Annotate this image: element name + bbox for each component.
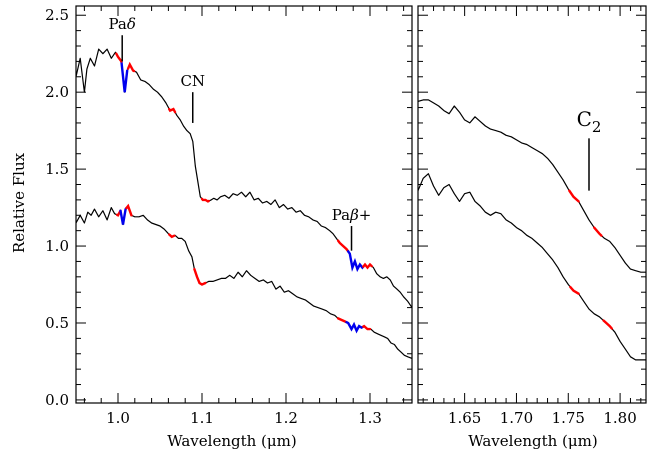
continuum-highlight	[336, 317, 348, 324]
annotation-label: C2	[577, 107, 602, 136]
plot-frame	[417, 5, 647, 404]
annotation-label: Paβ+	[332, 206, 372, 224]
annotation-label: CN	[180, 72, 205, 90]
x-tick-label: 1.1	[190, 409, 214, 427]
spectrum-line-2	[76, 205, 412, 359]
continuum-highlight	[200, 197, 210, 203]
left-panel: 1.0 1.1 1.2 1.3 0.0 0.5 1.0 1.5 2.0 2.5 Paδ CN Paβ+	[45, 5, 413, 427]
x-tick-label: 1.75	[552, 409, 585, 427]
line-feature-highlight	[120, 60, 129, 93]
y-tick-label: 2.0	[45, 83, 69, 101]
continuum-highlight	[593, 226, 603, 237]
continuum-highlight	[362, 262, 373, 270]
annotation-label: Paδ	[108, 15, 135, 33]
continuum-highlight	[568, 189, 580, 203]
x-axis-title-left: Wavelength (μm)	[167, 432, 296, 450]
continuum-highlight	[115, 52, 123, 63]
y-tick-label: 1.5	[45, 160, 69, 178]
right-panel: 1.65 1.70 1.75 1.80 C2	[417, 5, 647, 427]
x-tick-label: 1.65	[448, 409, 481, 427]
x-tick-label: 1.70	[500, 409, 533, 427]
continuum-highlight	[336, 239, 350, 253]
plot-area	[418, 99, 646, 361]
x-axis-title-right: Wavelength (μm)	[468, 432, 597, 450]
plot-area	[76, 48, 412, 359]
continuum-highlight	[168, 107, 177, 114]
spectrum-line-1	[418, 99, 646, 273]
line-feature-highlight	[347, 250, 365, 273]
line-feature-highlight	[119, 206, 128, 225]
y-tick-label: 2.5	[45, 6, 69, 24]
continuum-highlight	[569, 285, 580, 295]
continuum-highlight	[362, 324, 372, 331]
continuum-highlight	[125, 203, 133, 217]
y-tick-label: 1.0	[45, 237, 69, 255]
x-tick-label: 1.2	[274, 409, 298, 427]
y-tick-label: 0.5	[45, 314, 69, 332]
x-tick-label: 1.80	[603, 409, 636, 427]
continuum-highlight	[193, 267, 207, 286]
spectrum-line-2	[418, 173, 646, 361]
y-axis-title: Relative Flux	[10, 152, 28, 253]
continuum-highlight	[168, 233, 176, 239]
x-tick-label: 1.0	[106, 409, 130, 427]
plot-frame	[75, 5, 413, 404]
y-tick-label: 0.0	[45, 391, 69, 409]
continuum-highlight	[126, 61, 136, 73]
continuum-highlight	[602, 319, 613, 330]
x-tick-label: 1.3	[358, 409, 382, 427]
line-feature-highlight	[345, 321, 365, 334]
